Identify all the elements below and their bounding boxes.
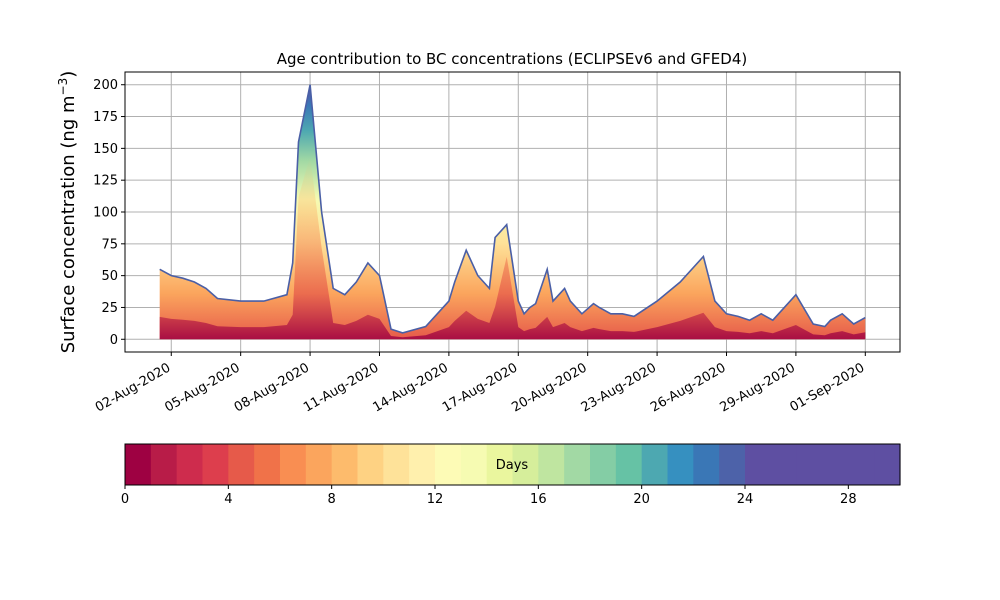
colorbar-bin [693,444,720,485]
y-tick-label: 150 [93,142,118,157]
y-axis-label-close: ) [58,71,79,78]
y-tick-label: 175 [93,110,118,125]
x-axis: 02-Aug-202005-Aug-202008-Aug-202011-Aug-… [93,352,867,416]
colorbar-frame [124,443,901,486]
colorbar-bin [590,444,617,485]
x-tick-label: 23-Aug-2020 [579,360,659,415]
colorbar-bin [409,444,436,485]
young-age-layer [159,156,866,340]
colorbar-bin [280,444,307,485]
x-tick-label: 08-Aug-2020 [232,360,312,415]
colorbar-bin [667,444,694,485]
colorbar-bin [305,444,333,485]
colorbar-tick-label: 16 [530,492,547,507]
y-tick-label: 50 [101,269,118,284]
y-tick-label: 0 [110,333,118,348]
age-stacked-area [159,84,866,340]
colorbar [124,443,901,486]
colorbar-bin [150,444,178,485]
colorbar-bin [331,444,359,485]
colorbar-bin [125,444,152,485]
colorbar-bin [745,444,772,485]
colorbar-tick-label: 28 [840,492,857,507]
colorbar-bin [564,444,591,485]
colorbar-bin [512,444,539,485]
colorbar-bin [435,444,462,485]
colorbar-tick-label: 24 [737,492,754,507]
colorbar-bin [486,444,514,485]
plot-area [159,84,866,340]
x-tick-label: 02-Aug-2020 [93,360,173,415]
y-tick-label: 100 [93,206,118,221]
colorbar-tick-label: 12 [427,492,444,507]
y-axis-label: Surface concentration (ng m−3) [56,71,79,354]
colorbar-bin [538,444,565,485]
y-axis-label-exponent: −3 [56,78,70,96]
x-tick-label: 20-Aug-2020 [509,360,589,415]
y-axis: 0 25 50 75 100 125 150 175 200 [93,78,125,348]
y-tick-label: 75 [101,237,118,252]
colorbar-tick-label: 8 [328,492,336,507]
x-tick-label: 14-Aug-2020 [371,360,451,415]
colorbar-bin [848,444,875,485]
colorbar-bin [383,444,410,485]
total-outline [159,84,866,334]
colorbar-bin [615,444,643,485]
y-tick-label: 125 [93,174,118,189]
colorbar-bin [202,444,229,485]
chart-title: Age contribution to BC concentrations (E… [277,50,748,68]
colorbar-bin [254,444,281,485]
colorbar-label: Days [496,458,529,473]
colorbar-tick-label: 4 [224,492,232,507]
colorbar-tick-label: 20 [633,492,650,507]
y-tick-label: 25 [101,301,118,316]
x-tick-label: 05-Aug-2020 [162,360,242,415]
colorbar-bin [176,444,204,485]
colorbar-bin [874,444,901,485]
colorbar-bin [641,444,669,485]
x-tick-label: 11-Aug-2020 [301,360,381,415]
colorbar-ticks: 0 4 8 12 16 20 24 28 [121,485,857,507]
colorbar-bin [357,444,384,485]
y-axis-label-text: Surface concentration (ng m [58,95,79,353]
y-tick-label: 200 [93,78,118,93]
colorbar-tick-label: 0 [121,492,129,507]
x-tick-label: 29-Aug-2020 [718,360,798,415]
x-tick-label: 26-Aug-2020 [648,360,728,415]
colorbar-bin [719,444,746,485]
young-age-spikes [159,156,866,340]
colorbar-bin [796,444,824,485]
x-tick-label: 17-Aug-2020 [440,360,520,415]
colorbar-bin [822,444,849,485]
colorbar-bin [460,444,488,485]
colorbar-bin [228,444,255,485]
x-tick-label: 01-Sep-2020 [787,360,867,415]
colorbar-bin [770,444,798,485]
